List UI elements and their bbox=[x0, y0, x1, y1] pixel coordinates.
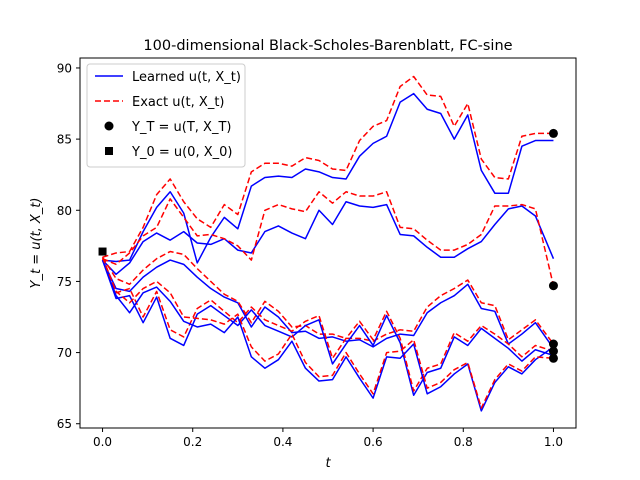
y-axis: 65 70 75 80 85 90 bbox=[57, 61, 80, 431]
terminal-point-1 bbox=[548, 281, 558, 291]
legend-learned-label: Learned u(t, X_t) bbox=[132, 70, 241, 85]
terminal-point-0 bbox=[548, 128, 558, 138]
series-line-3 bbox=[102, 191, 555, 286]
chart-title: 100-dimensional Black-Scholes-Barenblatt… bbox=[143, 38, 512, 54]
series-line-7 bbox=[101, 258, 554, 392]
series-line-2 bbox=[102, 200, 555, 276]
legend-initial-marker bbox=[105, 147, 113, 155]
series-layer bbox=[101, 75, 555, 412]
legend-initial-label: Y_0 = u(0, X_0) bbox=[131, 145, 232, 160]
y-tick-label: 65 bbox=[57, 417, 72, 431]
x-tick-label: 1.0 bbox=[544, 435, 563, 449]
y-tick-label: 80 bbox=[57, 204, 72, 218]
legend-terminal-marker bbox=[104, 121, 114, 131]
x-tick-label: 0.0 bbox=[93, 435, 112, 449]
initial-point bbox=[98, 247, 107, 256]
legend-exact-label: Exact u(t, X_t) bbox=[132, 95, 225, 110]
y-tick-label: 85 bbox=[57, 133, 72, 147]
x-tick-label: 0.4 bbox=[273, 435, 292, 449]
terminal-point-4 bbox=[548, 353, 558, 363]
marker-layer bbox=[98, 128, 558, 363]
legend-box bbox=[86, 63, 246, 168]
y-tick-label: 70 bbox=[57, 346, 72, 360]
y-axis-label: Y_t = u(t, X_t) bbox=[29, 198, 44, 289]
y-tick-label: 75 bbox=[57, 275, 72, 289]
series-line-9 bbox=[101, 256, 554, 409]
terminal-point-3 bbox=[548, 346, 558, 356]
series-line-1 bbox=[102, 75, 554, 258]
legend-terminal-label: Y_T = u(T, X_T) bbox=[131, 120, 231, 135]
x-tick-label: 0.6 bbox=[364, 435, 383, 449]
x-axis-label: t bbox=[325, 456, 331, 471]
series-line-0 bbox=[102, 92, 554, 264]
legend: Learned u(t, X_t) Exact u(t, X_t) Y_T = … bbox=[86, 63, 246, 168]
y-tick-label: 90 bbox=[57, 61, 72, 75]
x-tick-label: 0.2 bbox=[183, 435, 202, 449]
terminal-point-2 bbox=[548, 339, 558, 349]
x-tick-label: 0.8 bbox=[454, 435, 473, 449]
x-axis: 0.0 0.2 0.4 0.6 0.8 1.0 bbox=[93, 428, 563, 449]
series-line-8 bbox=[101, 259, 554, 412]
series-line-6 bbox=[101, 259, 554, 397]
series-line-5 bbox=[101, 250, 555, 345]
plot-frame bbox=[79, 57, 577, 429]
